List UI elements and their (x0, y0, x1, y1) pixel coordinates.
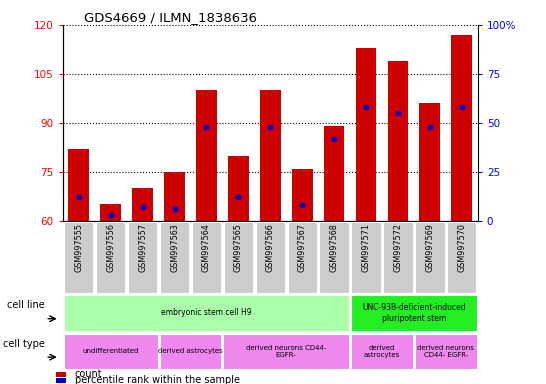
Bar (196, 90, 217, 221)
Bar (452, 35, 472, 221)
FancyBboxPatch shape (383, 222, 413, 293)
Text: GSM997556: GSM997556 (106, 223, 115, 272)
Text: undifferentiated: undifferentiated (82, 348, 139, 354)
FancyBboxPatch shape (96, 222, 126, 293)
Text: GSM997565: GSM997565 (234, 223, 243, 272)
Point (106, 212, 115, 218)
FancyBboxPatch shape (415, 334, 477, 369)
FancyBboxPatch shape (192, 222, 221, 293)
Bar (100, 205, 121, 221)
Text: GSM997570: GSM997570 (458, 223, 466, 272)
Text: GSM997563: GSM997563 (170, 223, 179, 272)
Bar (292, 169, 312, 221)
Text: GSM997564: GSM997564 (202, 223, 211, 272)
Point (298, 202, 306, 208)
Text: derived
astrocytes: derived astrocytes (364, 345, 400, 358)
Text: cell type: cell type (3, 339, 45, 349)
FancyBboxPatch shape (64, 295, 349, 331)
Bar (56, 372, 67, 377)
Point (330, 136, 339, 142)
FancyBboxPatch shape (223, 334, 349, 369)
Point (74, 194, 83, 200)
FancyBboxPatch shape (351, 334, 413, 369)
Bar (388, 61, 408, 221)
Text: GSM997555: GSM997555 (74, 223, 83, 272)
FancyBboxPatch shape (256, 222, 285, 293)
FancyBboxPatch shape (319, 222, 349, 293)
FancyBboxPatch shape (351, 222, 381, 293)
FancyBboxPatch shape (288, 222, 317, 293)
FancyBboxPatch shape (159, 334, 222, 369)
Text: derived neurons
CD44- EGFR-: derived neurons CD44- EGFR- (417, 345, 474, 358)
Text: derived astrocytes: derived astrocytes (158, 348, 223, 354)
Point (361, 104, 370, 110)
FancyBboxPatch shape (415, 222, 444, 293)
Bar (260, 90, 281, 221)
FancyBboxPatch shape (64, 222, 93, 293)
Bar (419, 103, 440, 221)
Text: GSM997569: GSM997569 (425, 223, 435, 272)
Point (458, 104, 466, 110)
Text: derived neurons CD44-
EGFR-: derived neurons CD44- EGFR- (246, 345, 327, 358)
Point (266, 124, 275, 130)
Point (138, 204, 147, 210)
Point (202, 124, 211, 130)
Text: GSM997567: GSM997567 (298, 223, 307, 272)
Text: GSM997566: GSM997566 (266, 223, 275, 272)
FancyBboxPatch shape (351, 295, 477, 331)
Text: GSM997568: GSM997568 (330, 223, 339, 272)
Bar (228, 156, 249, 221)
Text: GDS4669 / ILMN_1838636: GDS4669 / ILMN_1838636 (84, 11, 257, 24)
Bar (355, 48, 376, 221)
Point (425, 124, 434, 130)
Point (234, 194, 243, 200)
FancyBboxPatch shape (224, 222, 253, 293)
Text: GSM997571: GSM997571 (361, 223, 371, 272)
Text: embryonic stem cell H9: embryonic stem cell H9 (161, 308, 252, 318)
Text: GSM997572: GSM997572 (394, 223, 402, 272)
Text: UNC-93B-deficient-induced
pluripotent stem: UNC-93B-deficient-induced pluripotent st… (362, 303, 466, 323)
FancyBboxPatch shape (64, 334, 158, 369)
Text: cell line: cell line (8, 300, 45, 310)
FancyBboxPatch shape (128, 222, 157, 293)
Bar (56, 378, 67, 382)
Bar (132, 188, 153, 221)
Point (170, 206, 179, 212)
Bar (324, 126, 345, 221)
FancyBboxPatch shape (160, 222, 189, 293)
Text: percentile rank within the sample: percentile rank within the sample (75, 375, 240, 384)
Text: count: count (75, 369, 102, 379)
Point (394, 110, 402, 116)
FancyBboxPatch shape (447, 222, 477, 293)
Bar (164, 172, 185, 221)
Bar (68, 149, 89, 221)
Text: GSM997557: GSM997557 (138, 223, 147, 272)
